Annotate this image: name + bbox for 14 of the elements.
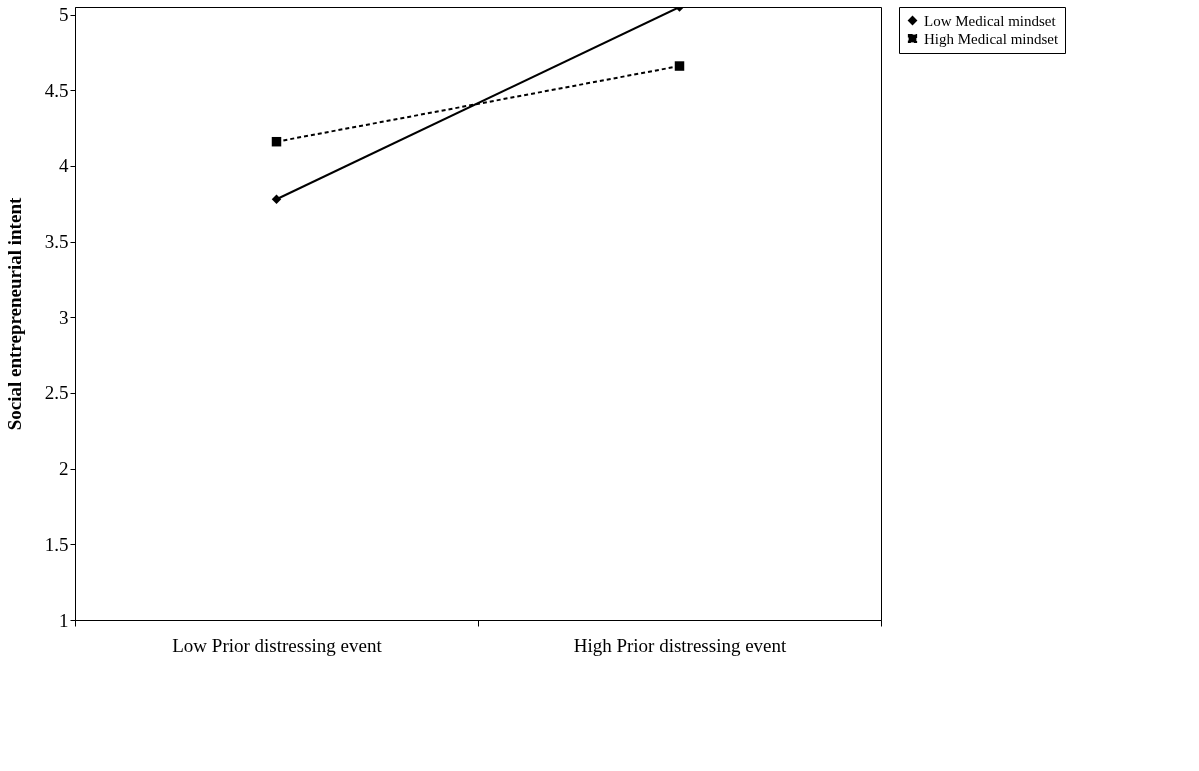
y-tick-label: 4.5 — [44, 79, 69, 101]
y-axis-title: Social entrepreneurial intent — [3, 197, 25, 431]
legend-label: High Medical mindset — [924, 30, 1059, 47]
y-tick-label: 3.5 — [44, 231, 69, 253]
x-tick-label: Low Prior distressing event — [172, 634, 383, 656]
y-tick-label: 2.5 — [44, 382, 69, 404]
y-tick-label: 5 — [59, 4, 69, 26]
y-tick-label: 3 — [59, 306, 69, 328]
legend-label: Low Medical mindset — [924, 12, 1057, 29]
y-tick-label: 1 — [59, 609, 69, 631]
y-tick-label: 2 — [59, 458, 69, 480]
y-tick-label: 1.5 — [44, 533, 69, 555]
y-tick-label: 4 — [59, 155, 69, 177]
x-tick-label: High Prior distressing event — [573, 634, 788, 656]
